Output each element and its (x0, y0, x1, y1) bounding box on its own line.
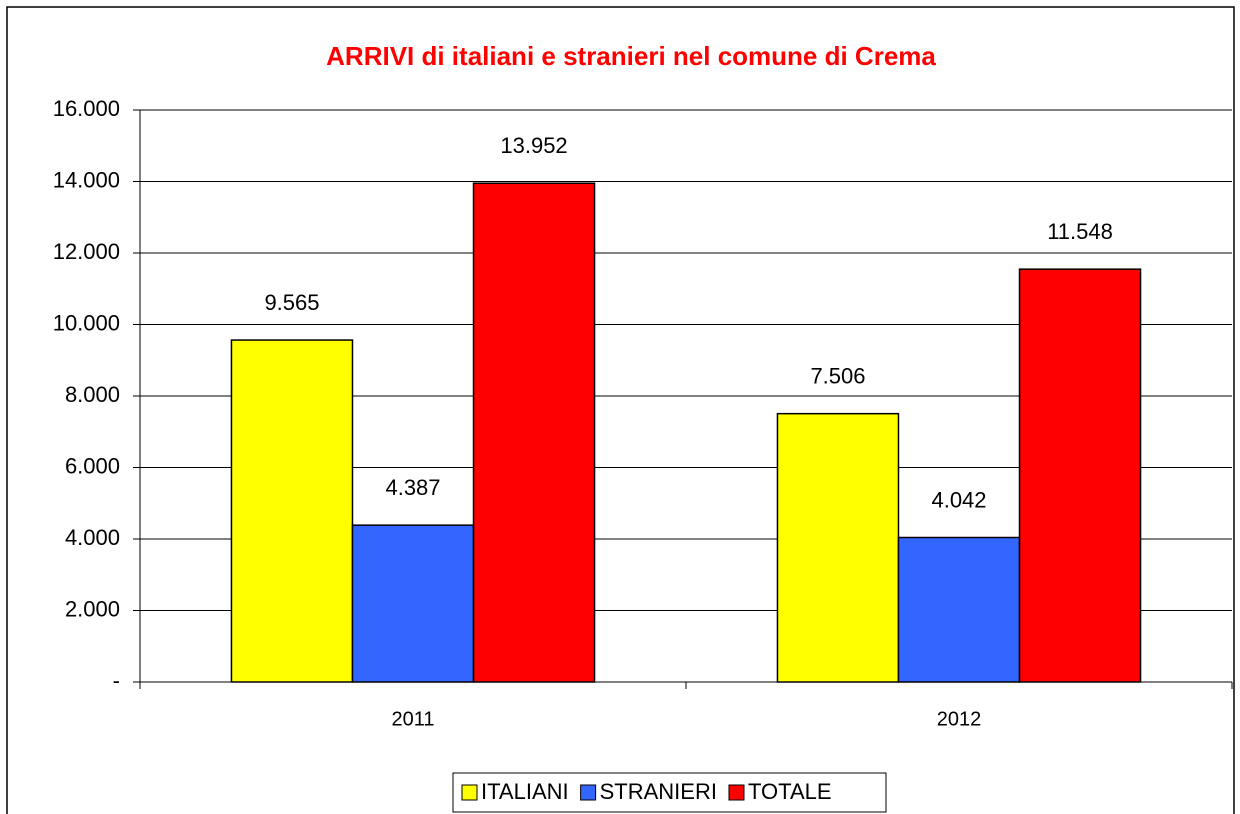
bar (897, 536, 1021, 683)
y-tick-label: 10.000 (53, 310, 120, 335)
y-tick-label: - (113, 668, 120, 693)
x-tick-label: 2012 (937, 708, 982, 730)
bar (351, 524, 475, 683)
chart-title: ARRIVI di italiani e stranieri nel comun… (326, 41, 936, 71)
legend-label: STRANIERI (600, 779, 717, 804)
value-label: 4.042 (931, 487, 986, 512)
value-label: 4.387 (385, 475, 440, 500)
legend-box (452, 772, 887, 813)
legend-swatch (461, 784, 478, 801)
legend-swatch (580, 784, 597, 801)
value-label: 11.548 (1047, 219, 1113, 244)
bar (1018, 268, 1142, 683)
y-tick-label: 6.000 (65, 453, 120, 478)
legend-label: TOTALE (748, 779, 832, 804)
y-tick-label: 16.000 (53, 96, 120, 121)
bar (230, 339, 354, 683)
bar (776, 412, 900, 683)
y-tick-label: 8.000 (65, 382, 120, 407)
y-tick-label: 12.000 (53, 239, 120, 264)
value-label: 13.952 (500, 133, 567, 158)
y-tick-label: 2.000 (65, 596, 120, 621)
value-label: 7.506 (810, 363, 865, 388)
bar (472, 182, 596, 683)
y-tick-label: 4.000 (65, 525, 120, 550)
value-label: 9.565 (264, 290, 319, 315)
y-tick-label: 14.000 (53, 167, 120, 192)
legend-swatch (728, 784, 745, 801)
x-tick-label: 2011 (391, 708, 434, 730)
legend-label: ITALIANI (481, 779, 569, 804)
chart-frame (6, 6, 1235, 814)
